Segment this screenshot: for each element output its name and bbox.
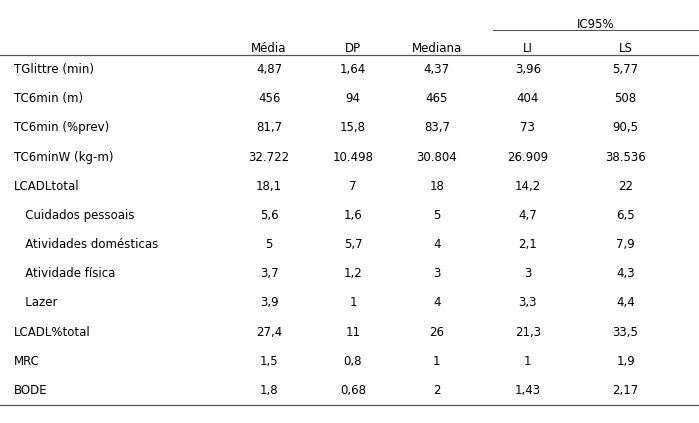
Text: 456: 456: [258, 92, 280, 105]
Text: 32.722: 32.722: [249, 151, 289, 164]
Text: 26.909: 26.909: [507, 151, 548, 164]
Text: 4,3: 4,3: [617, 267, 635, 280]
Text: TC6min (m): TC6min (m): [14, 92, 83, 105]
Text: 1,6: 1,6: [344, 209, 362, 222]
Text: 1,9: 1,9: [617, 355, 635, 368]
Text: 11: 11: [345, 326, 361, 338]
Text: 4: 4: [433, 297, 440, 309]
Text: TC6min (%prev): TC6min (%prev): [14, 121, 109, 135]
Text: 18: 18: [429, 180, 445, 193]
Text: 4,4: 4,4: [617, 297, 635, 309]
Text: DP: DP: [345, 42, 361, 55]
Text: Mediana: Mediana: [412, 42, 462, 55]
Text: 1: 1: [350, 297, 356, 309]
Text: 18,1: 18,1: [256, 180, 282, 193]
Text: 26: 26: [429, 326, 445, 338]
Text: TGlittre (min): TGlittre (min): [14, 63, 94, 76]
Text: 30.804: 30.804: [417, 151, 457, 164]
Text: 5,6: 5,6: [260, 209, 278, 222]
Text: Atividades domésticas: Atividades domésticas: [14, 238, 158, 251]
Text: 5,7: 5,7: [344, 238, 362, 251]
Text: 4,7: 4,7: [519, 209, 537, 222]
Text: 10.498: 10.498: [333, 151, 373, 164]
Text: TC6minW (kg-m): TC6minW (kg-m): [14, 151, 113, 164]
Text: 3,96: 3,96: [514, 63, 541, 76]
Text: 3,3: 3,3: [519, 297, 537, 309]
Text: 4: 4: [433, 238, 440, 251]
Text: 5,77: 5,77: [612, 63, 639, 76]
Text: 3,7: 3,7: [260, 267, 278, 280]
Text: 5: 5: [266, 238, 273, 251]
Text: 1,64: 1,64: [340, 63, 366, 76]
Text: 38.536: 38.536: [605, 151, 646, 164]
Text: 0,68: 0,68: [340, 384, 366, 397]
Text: Média: Média: [252, 42, 287, 55]
Text: 1,2: 1,2: [344, 267, 362, 280]
Text: Lazer: Lazer: [14, 297, 57, 309]
Text: LCADLtotal: LCADLtotal: [14, 180, 80, 193]
Text: 4,37: 4,37: [424, 63, 450, 76]
Text: 83,7: 83,7: [424, 121, 450, 135]
Text: 14,2: 14,2: [514, 180, 541, 193]
Text: 4,87: 4,87: [256, 63, 282, 76]
Text: 7,9: 7,9: [617, 238, 635, 251]
Text: 3: 3: [433, 267, 440, 280]
Text: IC95%: IC95%: [577, 18, 614, 31]
Text: 2,1: 2,1: [519, 238, 537, 251]
Text: 1: 1: [524, 355, 531, 368]
Text: LI: LI: [523, 42, 533, 55]
Text: 1,8: 1,8: [260, 384, 278, 397]
Text: 27,4: 27,4: [256, 326, 282, 338]
Text: 81,7: 81,7: [256, 121, 282, 135]
Text: 1: 1: [433, 355, 440, 368]
Text: 0,8: 0,8: [344, 355, 362, 368]
Text: MRC: MRC: [14, 355, 40, 368]
Text: LS: LS: [619, 42, 633, 55]
Text: 2,17: 2,17: [612, 384, 639, 397]
Text: 3: 3: [524, 267, 531, 280]
Text: 22: 22: [618, 180, 633, 193]
Text: Cuidados pessoais: Cuidados pessoais: [14, 209, 134, 222]
Text: 5: 5: [433, 209, 440, 222]
Text: LCADL%total: LCADL%total: [14, 326, 91, 338]
Text: 7: 7: [350, 180, 356, 193]
Text: BODE: BODE: [14, 384, 48, 397]
Text: 1,5: 1,5: [260, 355, 278, 368]
Text: 6,5: 6,5: [617, 209, 635, 222]
Text: 94: 94: [345, 92, 361, 105]
Text: 465: 465: [426, 92, 448, 105]
Text: 73: 73: [520, 121, 535, 135]
Text: 21,3: 21,3: [514, 326, 541, 338]
Text: 404: 404: [517, 92, 539, 105]
Text: 3,9: 3,9: [260, 297, 278, 309]
Text: 1,43: 1,43: [514, 384, 541, 397]
Text: Atividade física: Atividade física: [14, 267, 115, 280]
Text: 2: 2: [433, 384, 440, 397]
Text: 90,5: 90,5: [612, 121, 639, 135]
Text: 33,5: 33,5: [612, 326, 639, 338]
Text: 15,8: 15,8: [340, 121, 366, 135]
Text: 508: 508: [614, 92, 637, 105]
